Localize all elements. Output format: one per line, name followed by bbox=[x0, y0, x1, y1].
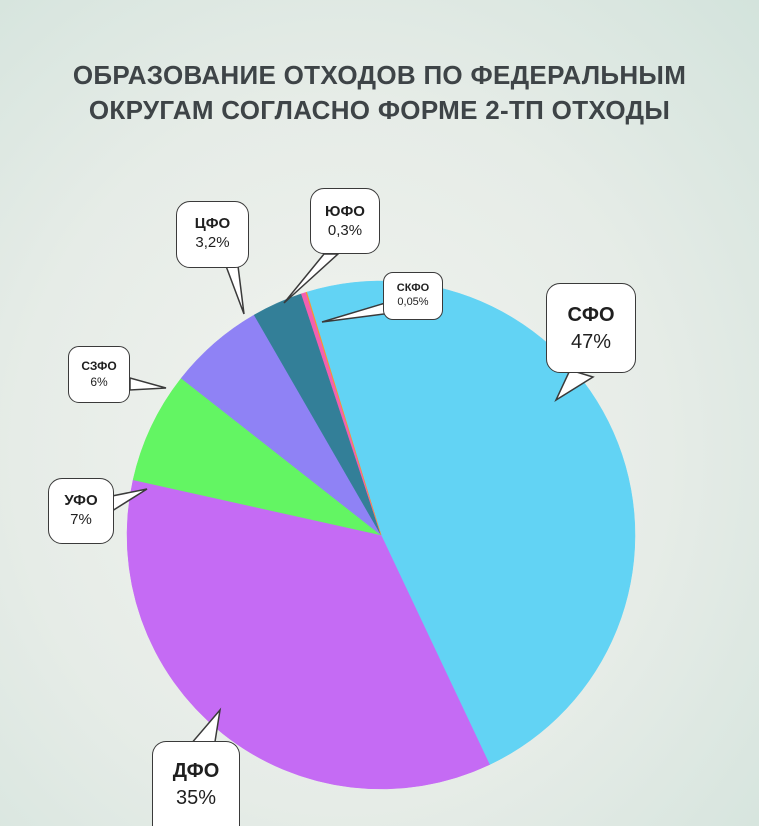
callout-cfo-name: ЦФО bbox=[194, 215, 231, 232]
callout-szfo-pct: 6% bbox=[90, 375, 108, 389]
callout-yufo-name: ЮФО bbox=[325, 203, 365, 220]
callout-ufo-pct: 7% bbox=[70, 511, 92, 528]
callout-cfo: ЦФО 3,2% bbox=[176, 201, 249, 268]
callout-tail-szfo bbox=[129, 377, 167, 391]
callout-yufo-pct: 0,3% bbox=[327, 222, 363, 239]
callout-skfo: СКФО 0,05% bbox=[383, 272, 443, 320]
callout-tail-sfo bbox=[554, 369, 595, 402]
callout-tail-cfo bbox=[224, 265, 245, 315]
callout-dfo: ДФО 35% bbox=[152, 741, 240, 826]
callout-ufo-name: УФО bbox=[64, 492, 98, 509]
callout-tail-yufo bbox=[283, 253, 340, 304]
callout-dfo-name: ДФО bbox=[172, 760, 220, 782]
callout-dfo-pct: 35% bbox=[175, 787, 217, 809]
callout-ufo: УФО 7% bbox=[48, 478, 114, 544]
callout-skfo-name: СКФО bbox=[396, 282, 430, 294]
callout-szfo-name: СЗФО bbox=[81, 359, 117, 373]
callout-cfo-pct: 3,2% bbox=[195, 234, 230, 251]
callout-szfo: СЗФО 6% bbox=[68, 346, 130, 403]
callout-tail-skfo bbox=[321, 299, 393, 323]
callout-skfo-pct: 0,05% bbox=[397, 296, 429, 308]
chart-title: ОБРАЗОВАНИЕ ОТХОДОВ ПО ФЕДЕРАЛЬНЫМ ОКРУГ… bbox=[0, 58, 759, 128]
pie-slice-2 bbox=[132, 377, 382, 536]
chart-title-line-2: ОКРУГАМ СОГЛАСНО ФОРМЕ 2-ТП ОТХОДЫ bbox=[88, 95, 671, 125]
chart-title-line-1: ОБРАЗОВАНИЕ ОТХОДОВ ПО ФЕДЕРАЛЬНЫМ bbox=[72, 60, 687, 90]
callout-yufo: ЮФО 0,3% bbox=[310, 188, 380, 254]
pie-slice-6 bbox=[305, 291, 382, 536]
callout-tail-ufo bbox=[111, 488, 148, 513]
callout-sfo: СФО 47% bbox=[546, 283, 636, 373]
callout-sfo-pct: 47% bbox=[570, 331, 612, 353]
callout-sfo-name: СФО bbox=[567, 304, 615, 326]
